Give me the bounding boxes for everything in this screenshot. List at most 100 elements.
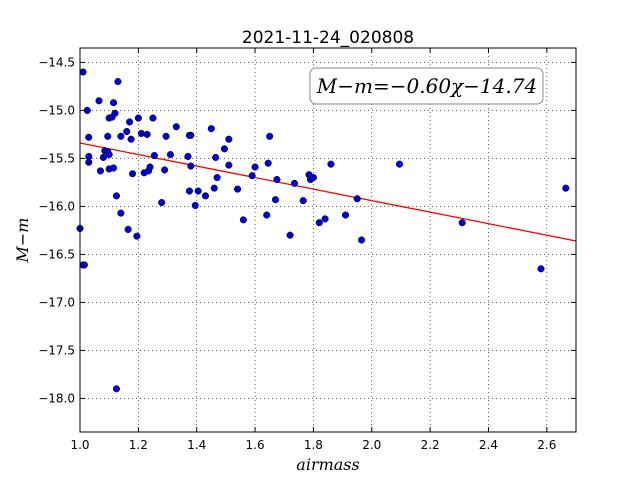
y-tick-label: −16.0	[38, 199, 75, 213]
data-point	[85, 158, 93, 166]
data-point	[127, 135, 135, 143]
x-tick-label: 1.2	[129, 438, 148, 452]
x-tick-label: 1.0	[70, 438, 89, 452]
data-point	[458, 219, 466, 227]
data-point	[273, 175, 281, 184]
data-point	[239, 216, 247, 224]
data-point	[353, 195, 361, 203]
data-point	[286, 231, 294, 239]
data-point	[290, 179, 298, 187]
data-point	[134, 114, 142, 122]
data-point	[537, 265, 545, 273]
data-point	[162, 132, 170, 140]
data-point	[111, 109, 119, 117]
x-tick-label: 1.8	[304, 438, 323, 452]
data-point	[562, 184, 570, 192]
data-point	[114, 78, 122, 86]
data-point	[358, 236, 366, 244]
data-point	[395, 160, 404, 168]
y-tick-label: −18.0	[38, 391, 75, 405]
data-point	[161, 166, 169, 174]
data-point	[184, 152, 192, 161]
data-point	[266, 132, 274, 140]
data-point	[137, 129, 145, 137]
data-point	[95, 97, 103, 105]
data-point	[133, 232, 141, 240]
data-point	[187, 131, 195, 139]
fit-line-group	[79, 142, 577, 242]
data-point	[96, 167, 104, 175]
data-point	[309, 174, 317, 182]
data-point	[112, 385, 121, 393]
data-point	[271, 196, 280, 204]
data-point	[248, 172, 256, 180]
data-point	[299, 197, 307, 205]
data-point	[251, 163, 259, 171]
data-point	[315, 219, 323, 227]
data-point	[104, 132, 112, 140]
x-tick-label: 2.4	[479, 438, 498, 452]
annotation-box	[309, 67, 544, 105]
data-point	[117, 132, 125, 140]
data-point	[150, 151, 158, 160]
y-tick-label: −17.0	[38, 295, 75, 309]
data-point	[110, 164, 118, 172]
data-points	[76, 68, 570, 393]
data-point	[126, 118, 134, 126]
data-point	[149, 114, 157, 122]
y-tick-label: −15.5	[38, 151, 75, 165]
fit-line	[79, 142, 577, 242]
data-point	[191, 201, 199, 209]
data-point	[166, 151, 174, 159]
x-tick-label: 1.6	[246, 438, 265, 452]
data-point	[225, 161, 233, 169]
x-tick-labels: 1.0 1.2 1.4 1.6 1.8 2.0 2.2 2.4 2.6	[70, 438, 556, 452]
x-axis-label: airmass	[296, 455, 359, 474]
y-tick-labels: −14.5 −15.0 −15.5 −16.0 −16.5 −17.0 −17.5 −18.0	[38, 55, 75, 405]
data-point	[79, 68, 87, 76]
annotation-text: M−m=−0.60χ−14.74	[316, 74, 537, 98]
data-point	[201, 192, 210, 200]
data-point	[213, 174, 221, 182]
data-point	[112, 192, 121, 200]
data-point	[263, 211, 271, 219]
data-point	[194, 187, 202, 195]
y-axis-label: M−m	[13, 218, 32, 264]
data-point	[124, 225, 132, 233]
y-tick-label: −14.5	[38, 55, 75, 69]
data-point	[128, 170, 137, 178]
data-point	[234, 185, 242, 193]
data-point	[146, 163, 154, 171]
data-point	[187, 162, 195, 170]
data-point	[327, 160, 335, 168]
data-point	[172, 123, 180, 131]
data-point	[321, 215, 329, 223]
data-point	[143, 130, 151, 138]
data-point	[225, 135, 233, 143]
x-tick-label: 1.4	[187, 438, 206, 452]
data-point	[264, 159, 272, 167]
x-tick-label: 2.2	[421, 438, 440, 452]
data-point	[85, 133, 93, 141]
plot-frame	[79, 47, 577, 433]
data-point	[207, 125, 215, 133]
x-tick-label: 2.0	[362, 438, 381, 452]
data-point	[99, 153, 107, 161]
chart-title: 2021-11-24_020808	[242, 28, 414, 48]
data-point	[123, 127, 131, 136]
data-point	[158, 199, 166, 207]
data-point	[220, 145, 228, 153]
y-tick-label: −17.5	[38, 343, 75, 357]
data-point	[110, 99, 118, 107]
data-point	[80, 261, 88, 269]
data-point	[117, 209, 125, 217]
data-point	[341, 211, 350, 219]
tick-marks	[79, 48, 576, 432]
y-tick-label: −16.5	[38, 247, 75, 261]
y-tick-label: −15.0	[38, 103, 75, 117]
data-point	[185, 187, 193, 195]
fit-annotation: M−m=−0.60χ−14.74	[309, 67, 544, 105]
data-point	[105, 151, 113, 159]
grid	[79, 48, 576, 432]
